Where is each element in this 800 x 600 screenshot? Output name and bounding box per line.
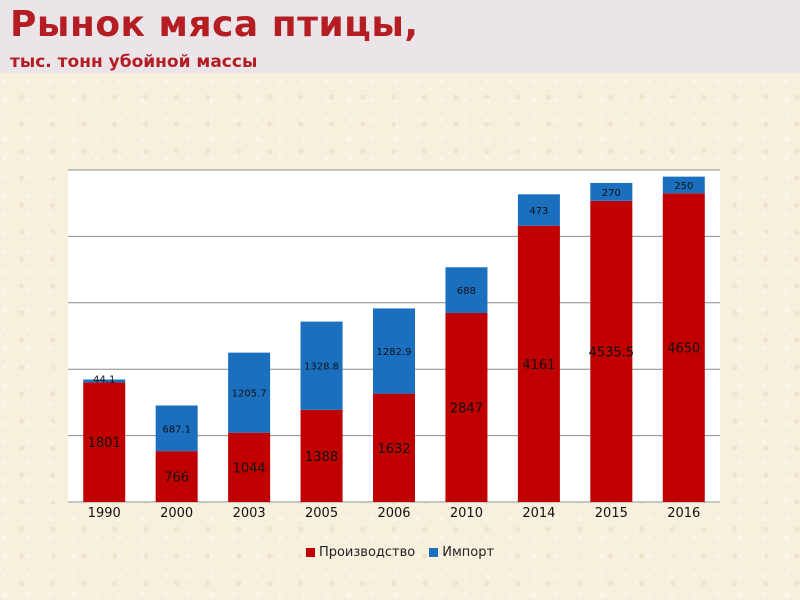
bar-import bbox=[155, 405, 198, 452]
bar-production bbox=[590, 200, 633, 502]
x-tick-label: 2016 bbox=[667, 506, 700, 521]
bar-import bbox=[83, 379, 126, 383]
data-label-production: 4535.5 bbox=[589, 345, 635, 360]
x-tick-label: 2006 bbox=[377, 506, 410, 521]
data-label-import: 250 bbox=[674, 181, 693, 192]
bar-production bbox=[445, 312, 488, 502]
data-label-production: 1044 bbox=[233, 461, 266, 476]
x-tick-label: 1990 bbox=[88, 506, 121, 521]
data-label-production: 4650 bbox=[667, 342, 700, 357]
chart-legend: Производство Импорт bbox=[0, 545, 800, 560]
data-label-import: 687.1 bbox=[162, 424, 191, 435]
bar-import bbox=[590, 182, 633, 201]
bar-import bbox=[300, 321, 343, 410]
bar-production bbox=[83, 382, 126, 502]
data-label-import: 270 bbox=[602, 188, 621, 199]
slide-header: Рынок мяса птицы, тыс. тонн убойной масс… bbox=[0, 0, 800, 73]
slide-subtitle: тыс. тонн убойной массы bbox=[10, 52, 258, 72]
bar-import bbox=[373, 308, 415, 394]
x-tick-label: 2000 bbox=[160, 506, 193, 521]
data-label-production: 4161 bbox=[522, 358, 555, 373]
x-tick-label: 2003 bbox=[233, 506, 266, 521]
bar-production bbox=[155, 451, 198, 502]
data-label-production: 766 bbox=[164, 471, 189, 486]
bar-production bbox=[373, 393, 415, 502]
data-label-import: 473 bbox=[529, 206, 548, 217]
data-label-import: 1328.8 bbox=[304, 362, 339, 373]
legend-swatch-import bbox=[429, 548, 439, 557]
data-label-import: 688 bbox=[457, 286, 476, 297]
legend-label-production: Производство bbox=[318, 545, 416, 560]
legend-label-import: Импорт bbox=[442, 545, 495, 560]
slide-title: Рынок мяса птицы, bbox=[10, 4, 419, 45]
x-tick-label: 2010 bbox=[450, 506, 483, 521]
x-tick-label: 2005 bbox=[305, 506, 338, 521]
bar-production bbox=[228, 432, 271, 502]
data-label-production: 1388 bbox=[305, 450, 338, 465]
bar-import bbox=[445, 267, 488, 313]
data-label-production: 2847 bbox=[450, 401, 483, 416]
bar-production bbox=[300, 409, 343, 502]
data-label-import: 1282.9 bbox=[377, 347, 412, 358]
bar-import bbox=[517, 194, 560, 226]
legend-swatch-production bbox=[305, 548, 315, 557]
bar-production bbox=[517, 225, 560, 502]
data-label-import: 44.1 bbox=[93, 374, 115, 385]
bar-import bbox=[662, 176, 705, 194]
x-tick-label: 2015 bbox=[595, 506, 628, 521]
data-label-import: 1205.7 bbox=[232, 389, 267, 400]
data-label-production: 1801 bbox=[88, 436, 121, 451]
bar-import bbox=[228, 352, 271, 433]
data-label-production: 1632 bbox=[377, 442, 410, 457]
x-tick-label: 2014 bbox=[522, 506, 555, 521]
bar-production bbox=[662, 193, 705, 503]
legend-item-import: Импорт bbox=[429, 545, 494, 560]
legend-item-production: Производство bbox=[305, 545, 416, 560]
